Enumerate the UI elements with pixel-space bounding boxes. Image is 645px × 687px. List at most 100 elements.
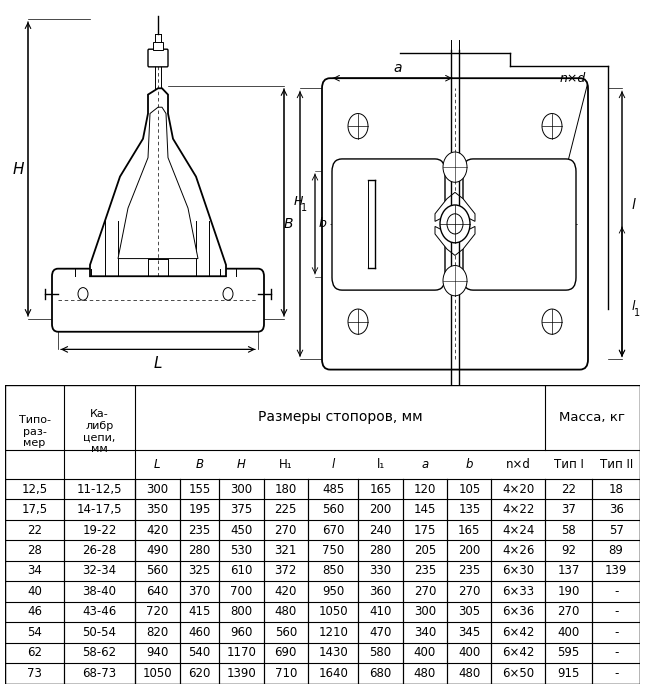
- Text: 490: 490: [146, 544, 168, 557]
- Text: -: -: [614, 646, 619, 660]
- Text: Типо-
раз-
мер: Типо- раз- мер: [19, 415, 50, 449]
- Text: -: -: [614, 626, 619, 639]
- Circle shape: [542, 309, 562, 335]
- Text: 105: 105: [458, 482, 481, 495]
- Circle shape: [348, 113, 368, 139]
- Text: 155: 155: [188, 482, 210, 495]
- Text: 58-62: 58-62: [83, 646, 117, 660]
- Text: 1050: 1050: [143, 667, 172, 680]
- Text: Размеры стопоров, мм: Размеры стопоров, мм: [258, 410, 422, 425]
- Text: 165: 165: [458, 523, 481, 537]
- Text: 400: 400: [458, 646, 481, 660]
- Text: -: -: [614, 667, 619, 680]
- Text: 560: 560: [146, 565, 168, 578]
- Text: 73: 73: [27, 667, 42, 680]
- Text: 22: 22: [561, 482, 576, 495]
- Text: 92: 92: [561, 544, 576, 557]
- Circle shape: [443, 152, 467, 182]
- Text: 137: 137: [557, 565, 580, 578]
- Text: 1170: 1170: [226, 646, 256, 660]
- Text: 37: 37: [561, 503, 576, 516]
- Text: 62: 62: [27, 646, 42, 660]
- Polygon shape: [435, 192, 475, 221]
- Text: 1210: 1210: [318, 626, 348, 639]
- Text: 12,5: 12,5: [21, 482, 48, 495]
- Text: 321: 321: [275, 544, 297, 557]
- Text: Тип II: Тип II: [599, 458, 633, 471]
- Text: 340: 340: [414, 626, 436, 639]
- Text: 640: 640: [146, 585, 168, 598]
- Text: 372: 372: [275, 565, 297, 578]
- Text: 57: 57: [609, 523, 624, 537]
- Text: 480: 480: [414, 667, 436, 680]
- Text: 720: 720: [146, 605, 168, 618]
- Text: 710: 710: [275, 667, 297, 680]
- Text: 330: 330: [370, 565, 392, 578]
- Text: 280: 280: [188, 544, 210, 557]
- Polygon shape: [118, 107, 198, 258]
- Text: 225: 225: [275, 503, 297, 516]
- Text: 14-17,5: 14-17,5: [77, 503, 123, 516]
- Text: 6×42: 6×42: [502, 646, 535, 660]
- FancyBboxPatch shape: [153, 42, 163, 50]
- Text: 560: 560: [322, 503, 344, 516]
- Text: Ка-
либр
цепи,
мм: Ка- либр цепи, мм: [83, 409, 116, 454]
- Text: B: B: [283, 217, 293, 231]
- Text: 235: 235: [188, 523, 210, 537]
- Text: 850: 850: [322, 565, 344, 578]
- Text: 460: 460: [188, 626, 210, 639]
- Text: 450: 450: [230, 523, 253, 537]
- Text: a: a: [421, 458, 428, 471]
- Text: 375: 375: [230, 503, 253, 516]
- Text: l: l: [631, 300, 635, 313]
- Text: 300: 300: [146, 482, 168, 495]
- Text: 670: 670: [322, 523, 344, 537]
- FancyBboxPatch shape: [148, 49, 168, 67]
- Text: 305: 305: [458, 605, 481, 618]
- Circle shape: [223, 288, 233, 300]
- Text: 6×42: 6×42: [502, 626, 535, 639]
- Text: 40: 40: [27, 585, 42, 598]
- Text: 6×33: 6×33: [502, 585, 534, 598]
- Text: 200: 200: [458, 544, 481, 557]
- Text: 750: 750: [322, 544, 344, 557]
- FancyBboxPatch shape: [52, 269, 264, 332]
- Text: 145: 145: [414, 503, 436, 516]
- Text: 370: 370: [188, 585, 210, 598]
- Text: 89: 89: [609, 544, 624, 557]
- Text: 32-34: 32-34: [83, 565, 117, 578]
- Circle shape: [447, 214, 463, 234]
- Text: 11-12,5: 11-12,5: [77, 482, 123, 495]
- Text: B: B: [195, 458, 203, 471]
- Text: 120: 120: [414, 482, 436, 495]
- Text: 200: 200: [370, 503, 392, 516]
- Text: 345: 345: [458, 626, 481, 639]
- Text: 350: 350: [146, 503, 168, 516]
- Text: 6×50: 6×50: [502, 667, 534, 680]
- FancyBboxPatch shape: [322, 78, 588, 370]
- Text: 50-54: 50-54: [83, 626, 117, 639]
- Circle shape: [440, 205, 470, 243]
- Circle shape: [542, 113, 562, 139]
- Text: 270: 270: [414, 585, 436, 598]
- Text: 4×24: 4×24: [502, 523, 535, 537]
- Text: 175: 175: [414, 523, 436, 537]
- Text: L: L: [154, 356, 163, 371]
- Circle shape: [443, 265, 467, 296]
- Text: 28: 28: [27, 544, 42, 557]
- Text: H: H: [12, 161, 24, 177]
- Text: 300: 300: [414, 605, 436, 618]
- Text: 4×20: 4×20: [502, 482, 534, 495]
- Text: 22: 22: [27, 523, 42, 537]
- Text: 270: 270: [275, 523, 297, 537]
- Text: 360: 360: [370, 585, 392, 598]
- Text: 34: 34: [27, 565, 42, 578]
- Text: 4×22: 4×22: [502, 503, 535, 516]
- Text: 4×26: 4×26: [502, 544, 535, 557]
- Text: 480: 480: [275, 605, 297, 618]
- Text: 135: 135: [458, 503, 481, 516]
- Text: b: b: [466, 458, 473, 471]
- Text: 240: 240: [370, 523, 392, 537]
- Text: 300: 300: [230, 482, 252, 495]
- Text: 400: 400: [557, 626, 580, 639]
